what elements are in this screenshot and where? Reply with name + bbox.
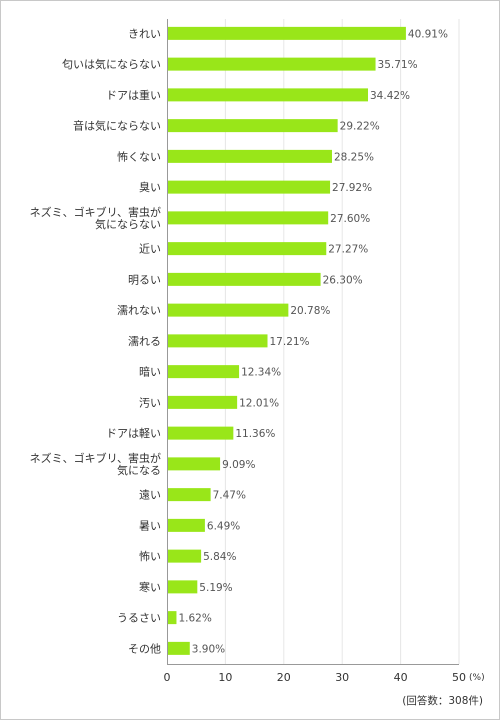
value-label: 5.19% xyxy=(199,582,232,594)
bar xyxy=(167,303,289,317)
value-label: 27.60% xyxy=(330,213,370,225)
x-tick-label: 40 xyxy=(394,671,408,684)
category-label: 暑い xyxy=(139,519,161,532)
value-label: 40.91% xyxy=(408,28,448,40)
bar xyxy=(167,611,177,625)
category-label: 怖い xyxy=(139,549,161,563)
category-label: 匂いは気にならない xyxy=(62,57,161,71)
category-label: 臭い xyxy=(139,180,161,194)
value-label: 12.01% xyxy=(239,397,279,409)
category-label: 寒い xyxy=(139,580,161,594)
value-label: 5.84% xyxy=(203,551,236,563)
bar xyxy=(167,488,211,502)
bar xyxy=(167,426,234,440)
bar xyxy=(167,149,332,163)
category-label: 遠い xyxy=(139,489,161,502)
category-label: 怖くない xyxy=(117,149,161,163)
value-label: 27.92% xyxy=(332,182,372,194)
value-label: 9.09% xyxy=(222,459,255,471)
bar xyxy=(167,549,202,563)
bar xyxy=(167,457,221,471)
category-label: 濡れない xyxy=(117,304,161,317)
value-label: 34.42% xyxy=(370,90,410,102)
value-label: 35.71% xyxy=(378,59,418,71)
category-label: 汚い xyxy=(139,396,161,409)
category-label: 暗い xyxy=(139,365,161,379)
response-count-note: (回答数：308件) xyxy=(402,694,483,707)
category-label: ドアは重い xyxy=(106,88,161,102)
bar xyxy=(167,641,190,655)
bar xyxy=(167,334,268,348)
value-label: 12.34% xyxy=(241,367,281,379)
category-label: ドアは軽い xyxy=(106,427,161,440)
value-label: 11.36% xyxy=(235,428,275,440)
bar xyxy=(167,518,205,532)
bar xyxy=(167,272,321,286)
bar xyxy=(167,211,329,225)
value-label: 3.90% xyxy=(192,643,225,655)
value-label: 28.25% xyxy=(334,151,374,163)
category-label-line: ネズミ、ゴキブリ、害虫が xyxy=(30,451,161,465)
category-label: 明るい xyxy=(128,273,161,286)
bar xyxy=(167,580,198,594)
value-label: 17.21% xyxy=(270,336,310,348)
category-label: 音は気にならない xyxy=(73,119,161,133)
value-label: 7.47% xyxy=(213,490,246,502)
category-label: ネズミ、ゴキブリ、害虫が気にならない xyxy=(30,205,161,231)
x-tick-label: 0 xyxy=(164,671,171,684)
bar xyxy=(167,119,338,133)
category-label-line: 気にならない xyxy=(95,217,161,231)
category-label: 濡れる xyxy=(128,335,161,348)
value-label: 27.27% xyxy=(328,244,368,256)
value-label: 20.78% xyxy=(290,305,330,317)
category-label: ネズミ、ゴキブリ、害虫が気になる xyxy=(30,451,161,477)
bar xyxy=(167,180,331,194)
category-label: うるさい xyxy=(117,612,161,625)
value-label: 26.30% xyxy=(323,274,363,286)
bar xyxy=(167,242,327,256)
category-label: きれい xyxy=(128,27,161,40)
category-label-line: 気になる xyxy=(117,463,161,477)
x-unit-label: (%) xyxy=(469,673,485,683)
value-label: 6.49% xyxy=(207,520,240,532)
x-tick-label: 30 xyxy=(335,671,349,684)
bar xyxy=(167,365,240,379)
value-label: 1.62% xyxy=(178,613,211,625)
category-label: その他 xyxy=(128,642,161,655)
x-tick-label: 10 xyxy=(218,671,232,684)
bar xyxy=(167,26,406,40)
category-label-line: ネズミ、ゴキブリ、害虫が xyxy=(30,205,161,219)
value-label: 29.22% xyxy=(340,121,380,133)
bar xyxy=(167,88,369,102)
bar xyxy=(167,395,238,409)
bar xyxy=(167,57,376,71)
x-tick-label: 20 xyxy=(277,671,291,684)
x-tick-label: 50 xyxy=(452,671,466,684)
category-label: 近い xyxy=(139,243,161,256)
